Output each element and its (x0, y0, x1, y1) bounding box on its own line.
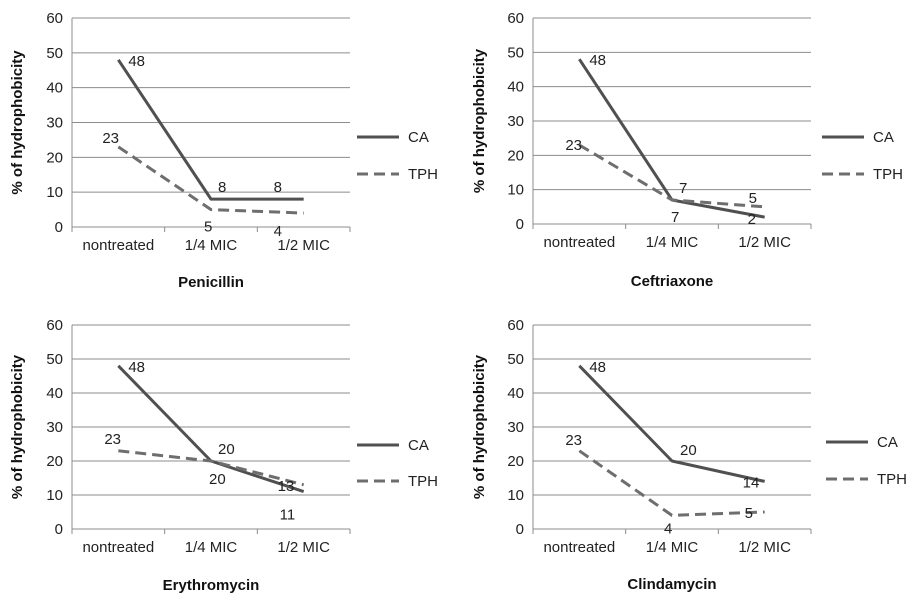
y-axis-label: % of hydrophobicity (9, 354, 26, 499)
x-tick-label: nontreated (82, 539, 154, 556)
data-label-ca: 48 (128, 359, 145, 376)
legend-label-ca: CA (408, 129, 429, 146)
y-tick-label: 30 (46, 115, 63, 132)
y-tick-label: 50 (507, 44, 524, 61)
data-label-tph: 5 (749, 190, 757, 207)
data-label-ca: 8 (218, 179, 226, 196)
series-line-ca (117, 58, 304, 201)
y-tick-label: 40 (507, 79, 524, 96)
legend-label-tph: TPH (408, 166, 438, 183)
data-label-tph: 13 (278, 478, 295, 495)
y-tick-label: 40 (507, 385, 524, 402)
data-label-ca: 48 (589, 359, 606, 376)
data-label-ca: 14 (743, 474, 760, 491)
series-line-tph (578, 449, 765, 517)
data-label-tph: 23 (565, 432, 582, 449)
y-tick-label: 20 (507, 147, 524, 164)
y-tick-label: 60 (507, 10, 524, 27)
y-tick-label: 30 (507, 113, 524, 130)
series-line-tph (118, 449, 305, 487)
chart-title: Clindamycin (627, 576, 716, 593)
legend-label-tph: TPH (873, 166, 903, 183)
x-tick-label: 1/4 MIC (646, 539, 699, 556)
chart-panel-4: 0 10 20 30 40 50 60 nontreated 1/4 MIC 1/2 MIC % o… (471, 317, 907, 593)
data-label-ca: 20 (209, 471, 226, 488)
y-tick-label: 40 (46, 80, 63, 97)
x-tick-label: 1/4 MIC (185, 539, 238, 556)
data-label-ca: 2 (748, 211, 756, 228)
y-tick-label: 20 (507, 453, 524, 470)
y-tick-label: 20 (46, 453, 63, 470)
data-label-ca: 8 (274, 179, 282, 196)
data-label-tph: 4 (664, 520, 672, 537)
y-tick-label: 20 (46, 149, 63, 166)
x-tick-label: 1/2 MIC (738, 539, 791, 556)
y-tick-label: 30 (46, 419, 63, 436)
data-label-tph: 20 (218, 441, 235, 458)
chart-title: Penicillin (178, 274, 244, 291)
y-tick-label: 10 (46, 184, 63, 201)
y-tick-label: 10 (507, 487, 524, 504)
data-label-ca: 48 (128, 53, 145, 70)
chart-panel-1: 0 10 20 30 40 50 60 nontreated 1/4 MIC 1/2 MIC % o… (9, 10, 438, 291)
x-tick-label: nontreated (543, 539, 615, 556)
series-line-ca (578, 58, 765, 219)
x-tick-label: 1/4 MIC (646, 234, 699, 251)
y-tick-label: 10 (507, 182, 524, 199)
data-label-tph: 23 (565, 137, 582, 154)
data-label-ca: 48 (589, 52, 606, 69)
x-tick-label: nontreated (82, 237, 154, 254)
series-line-ca (578, 364, 765, 483)
y-tick-label: 50 (507, 351, 524, 368)
data-label-tph: 4 (274, 223, 282, 240)
data-label-ca: 11 (280, 507, 296, 524)
data-label-tph: 5 (204, 219, 212, 236)
data-label-ca: 7 (671, 209, 679, 226)
y-tick-label: 10 (46, 487, 63, 504)
data-label-tph: 7 (679, 180, 687, 197)
y-axis-label: % of hydrophobicity (471, 48, 488, 193)
series-line-tph (578, 143, 765, 209)
y-axis-label: % of hydrophobicity (471, 354, 488, 499)
legend-label-ca: CA (877, 434, 898, 451)
y-tick-label: 60 (507, 317, 524, 334)
x-tick-label: nontreated (543, 234, 615, 251)
chart-panel-3: 0 10 20 30 40 50 60 nontreated 1/4 MIC 1/2 MIC % o… (9, 317, 438, 594)
y-tick-label: 60 (46, 317, 63, 334)
series-line-tph (117, 145, 304, 215)
y-axis-label: % of hydrophobicity (9, 50, 26, 195)
y-tick-label: 0 (55, 521, 63, 538)
x-tick-label: 1/2 MIC (738, 234, 791, 251)
x-tick-label: 1/2 MIC (277, 539, 330, 556)
y-tick-label: 0 (516, 216, 524, 233)
chart-title: Erythromycin (163, 577, 260, 594)
y-tick-label: 30 (507, 419, 524, 436)
legend-label-ca: CA (408, 437, 429, 454)
x-tick-label: 1/4 MIC (185, 237, 238, 254)
data-label-tph: 23 (104, 431, 121, 448)
data-label-tph: 23 (102, 130, 119, 147)
y-tick-label: 0 (55, 219, 63, 236)
y-tick-label: 50 (46, 45, 63, 62)
legend-label-tph: TPH (877, 471, 907, 488)
chart-title: Ceftriaxone (631, 273, 714, 290)
x-tick-label: 1/2 MIC (277, 237, 330, 254)
legend-label-tph: TPH (408, 473, 438, 490)
y-tick-label: 40 (46, 385, 63, 402)
data-label-ca: 20 (680, 442, 697, 459)
y-tick-label: 0 (516, 521, 524, 538)
y-tick-label: 60 (46, 10, 63, 27)
y-tick-label: 50 (46, 351, 63, 368)
data-label-tph: 5 (745, 505, 753, 522)
chart-panel-2: 0 10 20 30 40 50 60 nontreated 1/4 MIC 1/2 MIC % o… (471, 10, 903, 290)
legend-label-ca: CA (873, 129, 894, 146)
